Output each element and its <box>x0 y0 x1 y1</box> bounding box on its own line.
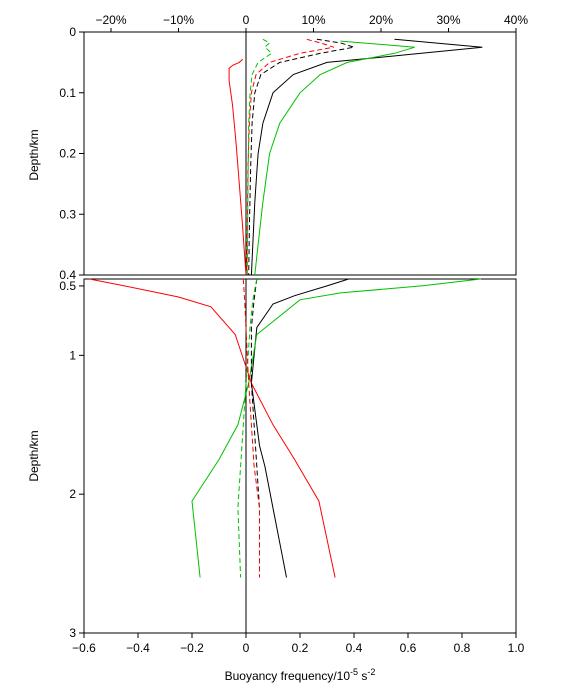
upper-series-line-6 <box>246 38 273 276</box>
top-tick-label: 40% <box>504 13 528 27</box>
bottom-tick-label: 0 <box>243 641 250 655</box>
top-tick-label: 10% <box>301 13 325 27</box>
x-axis-label-exponent-2: -2 <box>367 667 375 677</box>
bottom-tick-label: 0.6 <box>400 641 417 655</box>
upper-y-tick-label: 0.4 <box>59 268 76 282</box>
lower-series-line-4 <box>250 278 260 578</box>
upper-series-line-2 <box>254 40 415 276</box>
bottom-tick-label: −0.4 <box>126 641 150 655</box>
upper-panel: −20% −10% 0 10% 20% 30% 40% 0 0.1 0.2 0.3 0.4 Dept… <box>27 13 528 282</box>
lower-y-tick-label: 0.5 <box>59 279 76 293</box>
upper-y-tick-label: 0.2 <box>59 147 76 161</box>
bottom-tick-label: 1.0 <box>508 641 525 655</box>
top-tick-label: −20% <box>95 13 126 27</box>
top-tick-label: 30% <box>436 13 460 27</box>
upper-panel-frame <box>83 31 517 276</box>
upper-y-axis-label: Depth/km <box>27 129 41 180</box>
upper-series <box>228 38 483 276</box>
lower-panel: −0.6 −0.4 −0.2 0 0.2 0.4 0.6 0.8 1.0 0.5 1 2 3 Dept… <box>27 278 525 655</box>
lower-y-tick-label: 3 <box>69 626 76 640</box>
bottom-axis-ticks: −0.6 −0.4 −0.2 0 0.2 0.4 0.6 0.8 1.0 <box>72 633 525 655</box>
upper-series-line-4 <box>248 38 355 276</box>
lower-series <box>89 278 481 578</box>
upper-y-tick-label: 0.3 <box>59 207 76 221</box>
top-tick-label: 20% <box>369 13 393 27</box>
x-axis-label-exponent: -5 <box>350 667 358 677</box>
lower-series-line-5 <box>237 278 258 578</box>
bottom-tick-label: 0.8 <box>454 641 471 655</box>
lower-y-tick-label: 2 <box>69 487 76 501</box>
lower-panel-frame <box>83 278 517 634</box>
top-axis-ticks: −20% −10% 0 10% 20% 30% 40% <box>95 13 528 32</box>
lower-series-line-6 <box>242 278 260 578</box>
bottom-tick-label: −0.6 <box>72 641 96 655</box>
lower-series-line-2 <box>191 278 481 578</box>
lower-y-axis-label: Depth/km <box>27 430 41 481</box>
upper-series-line-1 <box>250 38 483 276</box>
upper-series-line-3 <box>228 58 247 276</box>
x-axis-label: Buoyancy frequency/10-5 s-2 <box>225 667 376 683</box>
bottom-tick-label: 0.2 <box>292 641 309 655</box>
top-tick-label: 0 <box>243 13 250 27</box>
lower-y-ticks: 0.5 1 2 3 <box>59 279 84 640</box>
x-axis-label-prefix: Buoyancy frequency/10 <box>225 669 351 683</box>
bottom-tick-label: 0.4 <box>346 641 363 655</box>
lower-series-line-1 <box>250 278 349 578</box>
x-axis-label-suffix: s <box>358 669 367 683</box>
upper-y-tick-label: 0 <box>69 25 76 39</box>
lower-y-tick-label: 1 <box>69 348 76 362</box>
top-tick-label: −10% <box>163 13 194 27</box>
lower-series-line-3 <box>89 278 336 578</box>
upper-y-ticks: 0 0.1 0.2 0.3 0.4 <box>59 25 84 282</box>
bottom-tick-label: −0.2 <box>180 641 204 655</box>
upper-y-tick-label: 0.1 <box>59 86 76 100</box>
